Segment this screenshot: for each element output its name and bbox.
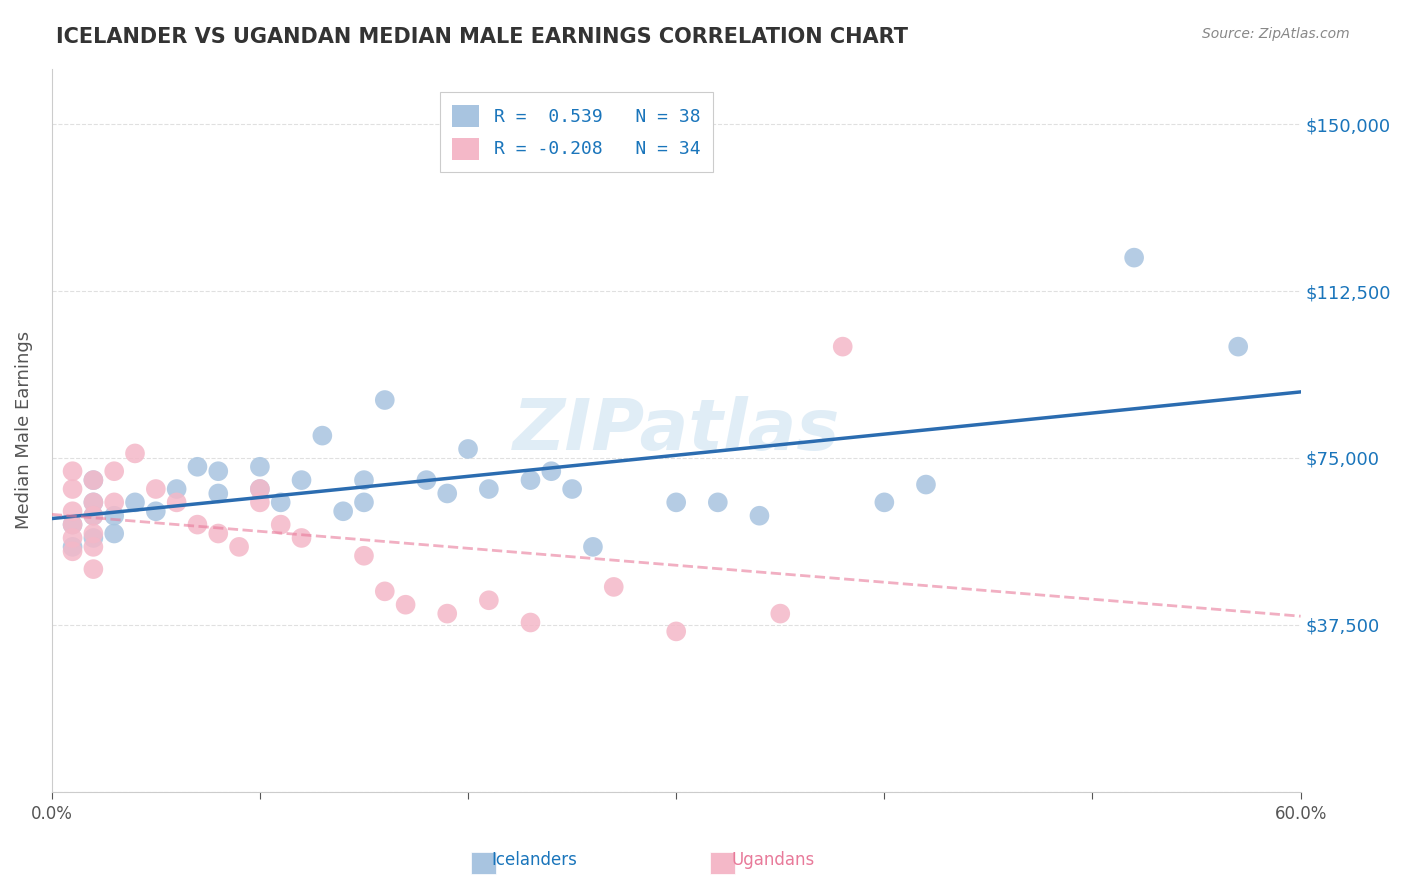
Point: [62, 540, 84, 554]
Point: [1123, 251, 1146, 265]
Point: [707, 495, 730, 509]
Point: [186, 459, 208, 474]
Point: [82, 540, 104, 554]
Point: [82, 562, 104, 576]
Point: [62, 531, 84, 545]
Point: [374, 392, 396, 407]
Point: [873, 495, 896, 509]
Legend: R =  0.539   N = 38, R = -0.208   N = 34: R = 0.539 N = 38, R = -0.208 N = 34: [440, 92, 713, 172]
Point: [665, 495, 688, 509]
Point: [207, 464, 229, 478]
Point: [249, 482, 271, 496]
Point: [103, 526, 125, 541]
Point: [82, 495, 104, 509]
Point: [103, 508, 125, 523]
Point: [353, 549, 375, 563]
Point: [436, 486, 458, 500]
Point: [249, 495, 271, 509]
Point: [1227, 340, 1250, 354]
Point: [145, 482, 167, 496]
Point: [166, 482, 188, 496]
Point: [457, 442, 479, 456]
Point: [353, 473, 375, 487]
Point: [270, 495, 292, 509]
Point: [665, 624, 688, 639]
Point: [82, 531, 104, 545]
Point: [124, 446, 146, 460]
Point: [478, 482, 501, 496]
Point: [82, 495, 104, 509]
Text: Ugandans: Ugandans: [731, 851, 815, 869]
Point: [374, 584, 396, 599]
Point: [82, 526, 104, 541]
Point: [249, 459, 271, 474]
Point: [436, 607, 458, 621]
Point: [290, 473, 312, 487]
Point: [186, 517, 208, 532]
Y-axis label: Median Male Earnings: Median Male Earnings: [15, 331, 32, 529]
Point: [124, 495, 146, 509]
Point: [62, 504, 84, 518]
Point: [353, 495, 375, 509]
Point: [603, 580, 626, 594]
Point: [582, 540, 605, 554]
Point: [748, 508, 770, 523]
Point: [62, 517, 84, 532]
Point: [228, 540, 250, 554]
Point: [540, 464, 562, 478]
Point: [62, 464, 84, 478]
Text: Source: ZipAtlas.com: Source: ZipAtlas.com: [1202, 27, 1350, 41]
Point: [82, 473, 104, 487]
Point: [207, 526, 229, 541]
Point: [915, 477, 938, 491]
Point: [82, 508, 104, 523]
Point: [478, 593, 501, 607]
Point: [415, 473, 437, 487]
Point: [311, 428, 333, 442]
Point: [332, 504, 354, 518]
Point: [62, 482, 84, 496]
Text: ICELANDER VS UGANDAN MEDIAN MALE EARNINGS CORRELATION CHART: ICELANDER VS UGANDAN MEDIAN MALE EARNING…: [56, 27, 908, 46]
Point: [249, 482, 271, 496]
Point: [831, 340, 853, 354]
Point: [62, 517, 84, 532]
Point: [62, 544, 84, 558]
Point: [82, 508, 104, 523]
Point: [561, 482, 583, 496]
Point: [769, 607, 792, 621]
Point: [290, 531, 312, 545]
Point: [166, 495, 188, 509]
Point: [103, 464, 125, 478]
Point: [207, 486, 229, 500]
Point: [145, 504, 167, 518]
Text: Icelanders: Icelanders: [491, 851, 578, 869]
Text: ZIPatlas: ZIPatlas: [513, 395, 839, 465]
Point: [394, 598, 416, 612]
Point: [519, 473, 541, 487]
Point: [103, 495, 125, 509]
Point: [519, 615, 541, 630]
Point: [270, 517, 292, 532]
Point: [82, 473, 104, 487]
